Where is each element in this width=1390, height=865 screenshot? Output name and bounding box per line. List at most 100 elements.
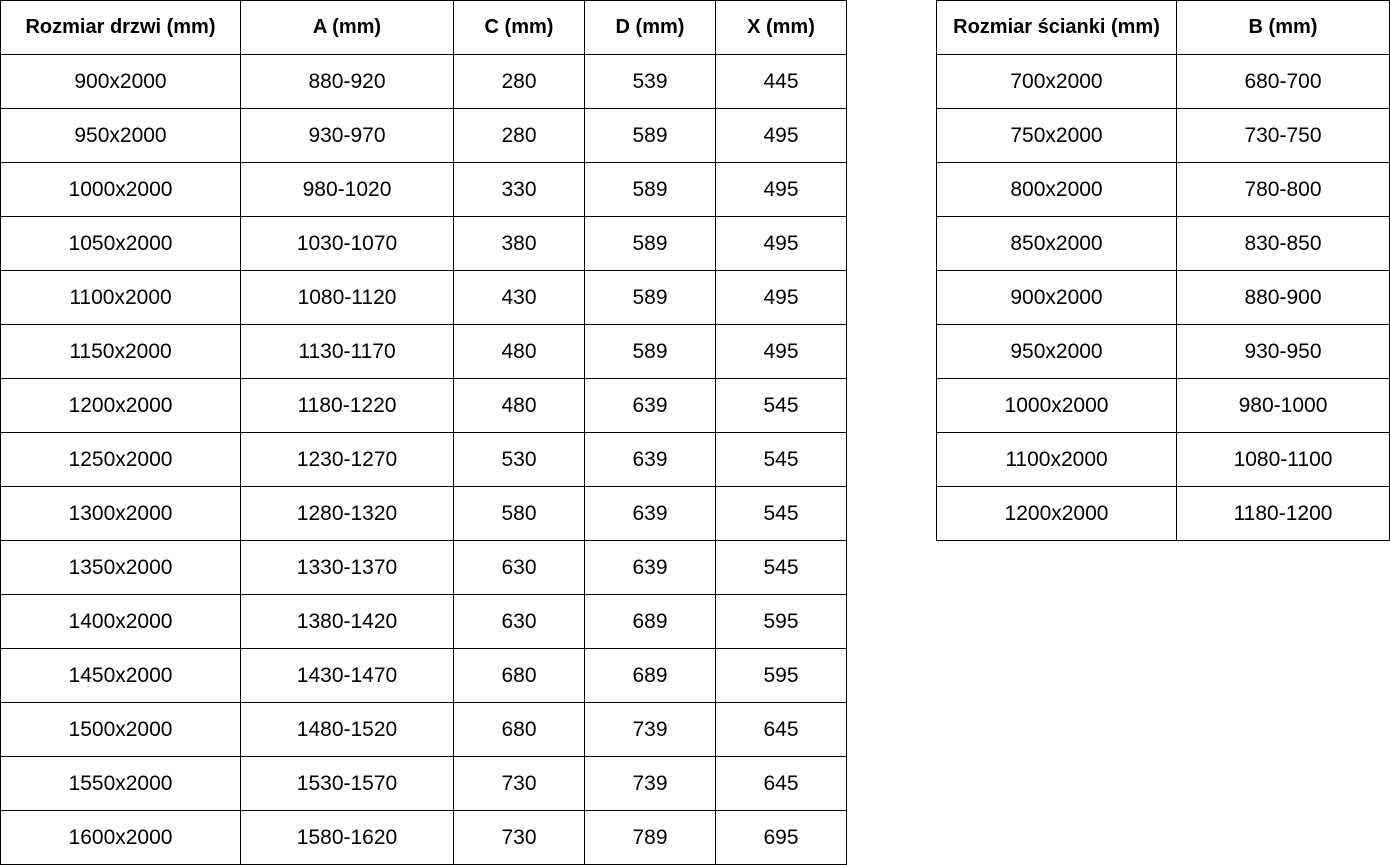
column-header: D (mm): [584, 0, 716, 55]
table-cell: 1500x2000: [0, 702, 241, 757]
table-row: 1150x2000 1130-1170 480 589 495: [0, 324, 847, 379]
table-cell: 1550x2000: [0, 756, 241, 811]
table-row: 700x2000 680-700: [936, 54, 1390, 109]
table-row: 800x2000 780-800: [936, 162, 1390, 217]
table-row: 1400x2000 1380-1420 630 689 595: [0, 594, 847, 649]
table-cell: 700x2000: [936, 54, 1177, 109]
table-cell: 1180-1220: [240, 378, 454, 433]
table-cell: 480: [453, 378, 585, 433]
table-cell: 545: [715, 378, 847, 433]
table-cell: 800x2000: [936, 162, 1177, 217]
table-cell: 950x2000: [936, 324, 1177, 379]
table-cell: 1030-1070: [240, 216, 454, 271]
table-cell: 630: [453, 540, 585, 595]
column-header: Rozmiar drzwi (mm): [0, 0, 241, 55]
table-cell: 1300x2000: [0, 486, 241, 541]
table-cell: 830-850: [1176, 216, 1390, 271]
table-cell: 695: [715, 810, 847, 865]
table-cell: 1380-1420: [240, 594, 454, 649]
table-row: 1600x2000 1580-1620 730 789 695: [0, 810, 847, 865]
table-cell: 980-1020: [240, 162, 454, 217]
table-cell: 1000x2000: [0, 162, 241, 217]
table-cell: 1430-1470: [240, 648, 454, 703]
door-size-table: Rozmiar drzwi (mm) A (mm) C (mm) D (mm) X (m…: [0, 0, 847, 865]
table-cell: 530: [453, 432, 585, 487]
table-cell: 1450x2000: [0, 648, 241, 703]
table-cell: 730: [453, 810, 585, 865]
table-cell: 1150x2000: [0, 324, 241, 379]
table-row: 850x2000 830-850: [936, 216, 1390, 271]
table-row: 1050x2000 1030-1070 380 589 495: [0, 216, 847, 271]
table-row: 1000x2000 980-1020 330 589 495: [0, 162, 847, 217]
table-cell: 1080-1100: [1176, 432, 1390, 487]
table-row: 750x2000 730-750: [936, 108, 1390, 163]
table-cell: 680-700: [1176, 54, 1390, 109]
table-cell: 495: [715, 108, 847, 163]
table-cell: 589: [584, 324, 716, 379]
table-row: 1000x2000 980-1000: [936, 378, 1390, 433]
table-cell: 595: [715, 594, 847, 649]
table-row: 1100x2000 1080-1100: [936, 432, 1390, 487]
table-cell: 280: [453, 54, 585, 109]
table-cell: 1100x2000: [936, 432, 1177, 487]
table-cell: 730-750: [1176, 108, 1390, 163]
table-row: 900x2000 880-920 280 539 445: [0, 54, 847, 109]
table-cell: 1400x2000: [0, 594, 241, 649]
table-cell: 639: [584, 486, 716, 541]
column-header: X (mm): [715, 0, 847, 55]
table-cell: 1200x2000: [936, 486, 1177, 541]
table-cell: 1050x2000: [0, 216, 241, 271]
table-cell: 380: [453, 216, 585, 271]
table-cell: 580: [453, 486, 585, 541]
column-header: Rozmiar ścianki (mm): [936, 0, 1177, 55]
table-cell: 900x2000: [936, 270, 1177, 325]
header-row: Rozmiar drzwi (mm) A (mm) C (mm) D (mm) X (m…: [0, 0, 847, 55]
table-cell: 1600x2000: [0, 810, 241, 865]
table-cell: 1080-1120: [240, 270, 454, 325]
table-cell: 545: [715, 540, 847, 595]
table-row: 1500x2000 1480-1520 680 739 645: [0, 702, 847, 757]
table-row: 1200x2000 1180-1220 480 639 545: [0, 378, 847, 433]
table-cell: 445: [715, 54, 847, 109]
table-cell: 680: [453, 702, 585, 757]
header-row: Rozmiar ścianki (mm) B (mm): [936, 0, 1390, 55]
table-cell: 639: [584, 540, 716, 595]
table-cell: 1130-1170: [240, 324, 454, 379]
table-cell: 1530-1570: [240, 756, 454, 811]
table-cell: 689: [584, 594, 716, 649]
table-cell: 495: [715, 162, 847, 217]
table-cell: 1000x2000: [936, 378, 1177, 433]
table-cell: 880-900: [1176, 270, 1390, 325]
table-cell: 430: [453, 270, 585, 325]
table-cell: 1330-1370: [240, 540, 454, 595]
table-row: 950x2000 930-950: [936, 324, 1390, 379]
table-row: 1200x2000 1180-1200: [936, 486, 1390, 541]
table-row: 1300x2000 1280-1320 580 639 545: [0, 486, 847, 541]
table-cell: 639: [584, 432, 716, 487]
table-row: 1450x2000 1430-1470 680 689 595: [0, 648, 847, 703]
table-cell: 750x2000: [936, 108, 1177, 163]
table-cell: 739: [584, 756, 716, 811]
table-cell: 589: [584, 162, 716, 217]
table-row: 1350x2000 1330-1370 630 639 545: [0, 540, 847, 595]
table-cell: 1230-1270: [240, 432, 454, 487]
table-cell: 980-1000: [1176, 378, 1390, 433]
table-cell: 639: [584, 378, 716, 433]
table-cell: 780-800: [1176, 162, 1390, 217]
table-cell: 630: [453, 594, 585, 649]
table-cell: 850x2000: [936, 216, 1177, 271]
table-cell: 1480-1520: [240, 702, 454, 757]
table-cell: 589: [584, 108, 716, 163]
table-row: 900x2000 880-900: [936, 270, 1390, 325]
table-cell: 589: [584, 270, 716, 325]
column-header: C (mm): [453, 0, 585, 55]
table-cell: 739: [584, 702, 716, 757]
table-cell: 595: [715, 648, 847, 703]
table-cell: 495: [715, 216, 847, 271]
table-row: 1550x2000 1530-1570 730 739 645: [0, 756, 847, 811]
wall-panel-size-table: Rozmiar ścianki (mm) B (mm) 700x2000 680-7…: [936, 0, 1390, 541]
table-cell: 950x2000: [0, 108, 241, 163]
table-cell: 280: [453, 108, 585, 163]
table-cell: 545: [715, 432, 847, 487]
table-cell: 730: [453, 756, 585, 811]
